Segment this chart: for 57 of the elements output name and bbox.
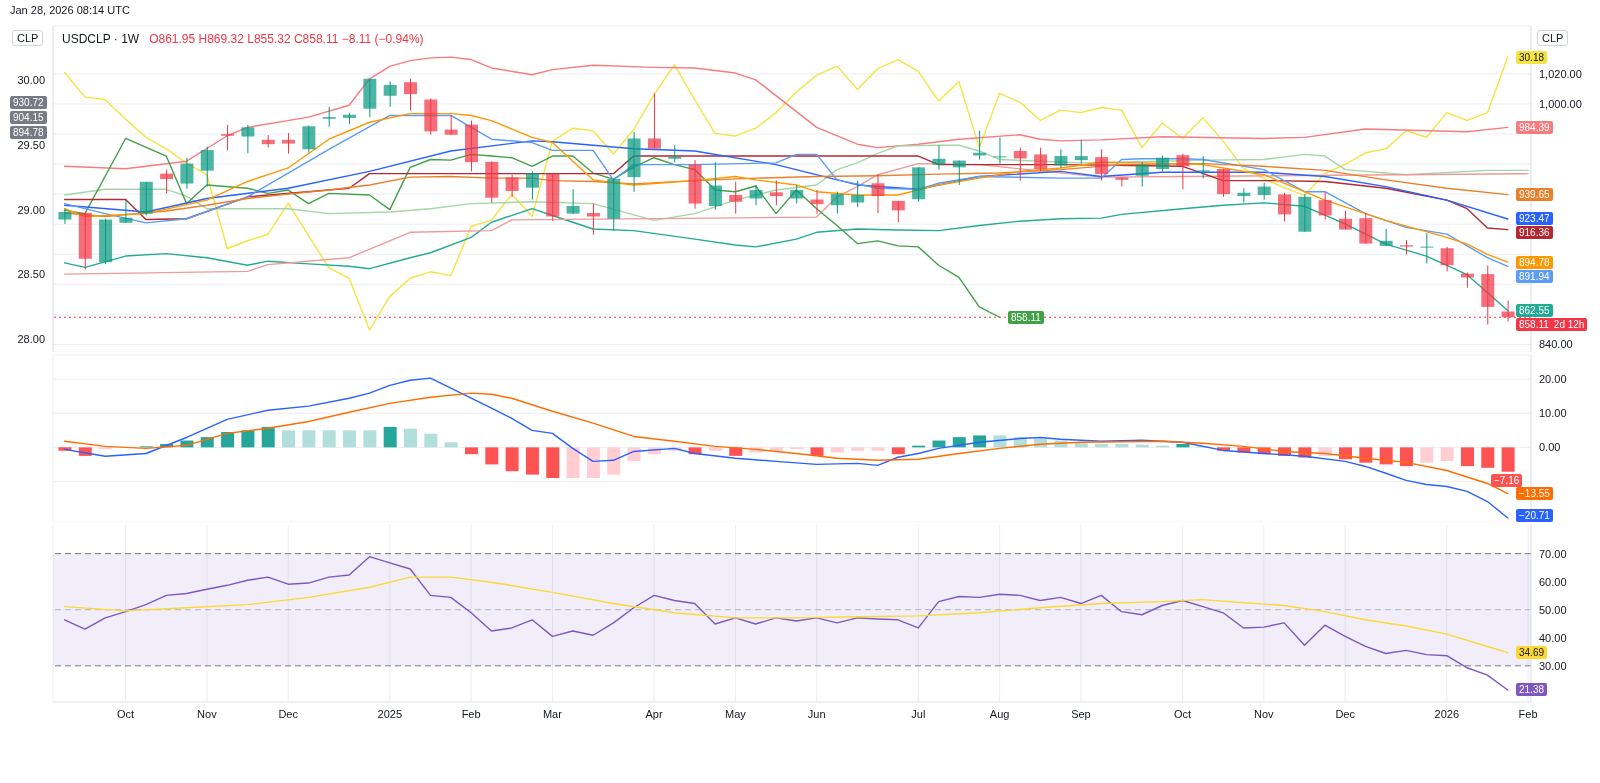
y-tick-label: 20.00 <box>1539 373 1567 386</box>
x-tick-label: Mar <box>542 707 563 720</box>
y-tick-label: 70.00 <box>1539 547 1567 560</box>
x-tick-label: 2026 <box>1434 707 1460 720</box>
data-label: 34.69 <box>1519 647 1545 659</box>
text: 894.78 <box>10 126 47 139</box>
x-tick-label: Feb <box>461 707 481 720</box>
y2-tick-label: 30.00 <box>17 74 45 87</box>
x-tick-label: Dec <box>1335 707 1356 720</box>
y-tick-label: 10.00 <box>1539 407 1567 420</box>
x-tick-label: Oct <box>117 707 135 720</box>
data-label: 30.18 <box>1519 51 1545 63</box>
data-label: 891.94 <box>1519 270 1550 282</box>
text: Jan 28, 2026 08:14 UTC <box>10 4 130 16</box>
data-label: −7.16 <box>1494 474 1520 486</box>
y-tick-label: 40.00 <box>1539 631 1567 644</box>
x-tick-label: Jul <box>911 707 926 720</box>
text: O861.95 H869.32 L855.32 C858.11 −8.11 (−0.94%) <box>149 32 424 46</box>
y2-tick-label: 29.00 <box>17 203 45 216</box>
data-label: 21.38 <box>1519 684 1545 696</box>
x-tick-label: Nov <box>1254 707 1275 720</box>
y-tick-label: 1,000.00 <box>1539 97 1582 110</box>
y2-tick-label: 28.50 <box>17 268 45 281</box>
x-tick-label: Feb <box>1518 707 1538 720</box>
text: 930.72 <box>10 96 47 109</box>
data-label: −20.71 <box>1519 510 1550 521</box>
y-tick-label: 50.00 <box>1539 603 1567 616</box>
data-label: 939.65 <box>1519 189 1550 201</box>
data-label: 984.39 <box>1519 121 1550 133</box>
y-tick-label: 30.00 <box>1539 659 1567 672</box>
y-tick-label: 1,020.00 <box>1539 67 1582 80</box>
x-tick-label: Jun <box>807 707 826 720</box>
y2-axis-title: CLP <box>12 30 44 46</box>
x-tick-label: Sep <box>1071 707 1091 720</box>
text: 2d 12h <box>1553 319 1585 331</box>
x-tick-label: Nov <box>197 707 218 720</box>
data-label: −13.55 <box>1519 488 1550 500</box>
x-tick-label: May <box>724 707 747 720</box>
data-label: 894.78 <box>1519 256 1550 268</box>
x-tick-label: 2025 <box>377 707 403 720</box>
y2-tick-label: 28.00 <box>17 332 45 345</box>
y-tick-label: 840.00 <box>1539 338 1573 351</box>
x-tick-label: Oct <box>1173 707 1192 720</box>
text: 858.11 <box>1519 319 1549 331</box>
text: 904.15 <box>10 111 47 124</box>
y2-tick-label: 29.50 <box>17 138 45 151</box>
data-label: 862.55 <box>1519 305 1550 317</box>
y-tick-label: 0.00 <box>1539 441 1561 454</box>
y-tick-label: 60.00 <box>1539 575 1567 588</box>
data-label: 923.47 <box>1519 213 1550 225</box>
x-tick-label: Dec <box>278 707 299 720</box>
x-tick-label: Apr <box>645 707 663 720</box>
y-axis-title: CLP <box>1537 30 1569 46</box>
text: USDCLP · 1W <box>62 32 140 46</box>
data-label: 916.36 <box>1519 227 1550 239</box>
data-label: 858.11 <box>1011 311 1041 323</box>
x-tick-label: Aug <box>989 707 1010 720</box>
